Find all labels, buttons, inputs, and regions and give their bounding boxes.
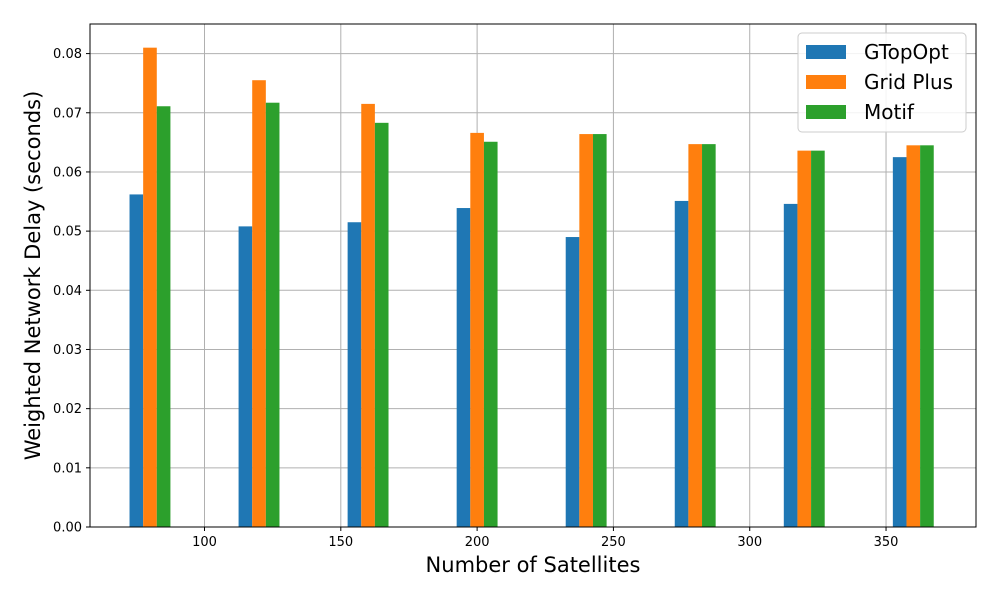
bar-motif bbox=[483, 141, 498, 527]
bar-motif bbox=[592, 134, 607, 527]
bar-gtopopt bbox=[565, 237, 580, 528]
bar-motif bbox=[702, 144, 716, 527]
bar-motif bbox=[374, 122, 389, 527]
bar-gtopopt bbox=[347, 222, 362, 527]
bar-gtopopt bbox=[456, 208, 471, 527]
bars bbox=[129, 47, 934, 528]
bar-gtopopt bbox=[129, 194, 144, 528]
bar-gtopopt bbox=[674, 200, 689, 527]
legend-label: Grid Plus bbox=[864, 70, 953, 94]
y-tick-label: 0.01 bbox=[53, 461, 82, 476]
bar-motif bbox=[811, 150, 825, 528]
legend-label: Motif bbox=[864, 100, 915, 124]
bar-motif bbox=[920, 145, 934, 527]
bar-grid-plus bbox=[252, 80, 266, 527]
legend: GTopOpt Grid Plus Motif bbox=[797, 32, 967, 133]
y-tick-label: 0.08 bbox=[53, 47, 82, 62]
y-tick-label: 0.02 bbox=[53, 402, 82, 417]
bar-grid-plus bbox=[143, 47, 157, 527]
plot-frame bbox=[89, 23, 977, 528]
x-axis-label: Number of Satellites bbox=[426, 553, 641, 577]
legend-swatch bbox=[806, 45, 846, 59]
legend-swatch bbox=[806, 105, 846, 119]
y-tick-label: 0.06 bbox=[53, 165, 82, 180]
y-axis-label: Weighted Network Delay (seconds) bbox=[21, 91, 45, 461]
bar-motif bbox=[265, 102, 280, 527]
x-tick-label: 300 bbox=[737, 535, 762, 550]
x-tick-label: 250 bbox=[601, 535, 626, 550]
y-tick-label: 0.05 bbox=[53, 225, 82, 240]
bar-gtopopt bbox=[783, 203, 798, 527]
bar-motif bbox=[156, 106, 171, 527]
bar-gtopopt bbox=[892, 157, 907, 527]
legend-swatch bbox=[806, 75, 846, 89]
bar-gtopopt bbox=[238, 226, 253, 527]
x-tick-label: 100 bbox=[192, 535, 217, 550]
y-tick-label: 0.04 bbox=[53, 284, 82, 299]
y-tick-label: 0.00 bbox=[53, 521, 82, 536]
x-tick-label: 200 bbox=[465, 535, 490, 550]
bar-grid-plus bbox=[797, 150, 812, 528]
x-tick-label: 150 bbox=[328, 535, 353, 550]
x-tick-label: 350 bbox=[874, 535, 899, 550]
bar-grid-plus bbox=[361, 103, 375, 527]
bar-grid-plus bbox=[688, 144, 703, 527]
y-tick-label: 0.03 bbox=[53, 343, 82, 358]
bar-grid-plus bbox=[470, 132, 484, 527]
legend-label: GTopOpt bbox=[864, 40, 949, 64]
y-tick-label: 0.07 bbox=[53, 106, 82, 121]
bar-grid-plus bbox=[579, 134, 593, 527]
bar-grid-plus bbox=[906, 145, 921, 527]
ticks: 100 150 200 250 300 350 0.00 0.01 0.02 0.03 0.04 0.… bbox=[53, 47, 898, 550]
